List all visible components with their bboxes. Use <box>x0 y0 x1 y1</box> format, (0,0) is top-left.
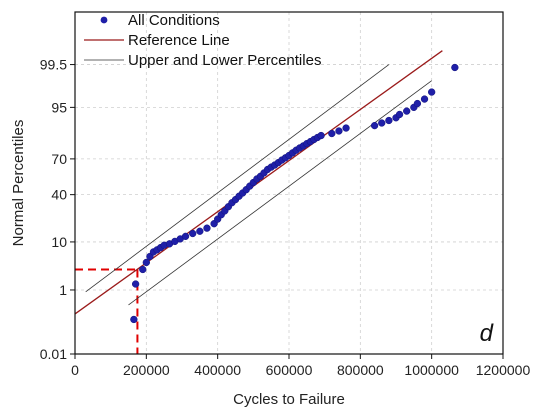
y-tick-label: 0.01 <box>40 346 67 362</box>
y-tick-label: 1 <box>59 282 67 298</box>
data-point <box>317 131 325 140</box>
x-axis-ticks: 0 200000 400000 600000 800000 1000000 1200000 <box>71 354 530 378</box>
x-tick-label: 400000 <box>194 362 241 378</box>
y-tick-label: 70 <box>51 151 67 167</box>
legend-marker-all-conditions <box>100 16 108 24</box>
y-axis-label: Normal Percentiles <box>10 120 27 247</box>
data-point <box>451 63 459 72</box>
data-point <box>131 280 140 288</box>
reference-line <box>74 50 443 315</box>
grid-lines <box>74 12 504 355</box>
legend-label: Reference Line <box>128 32 230 49</box>
upper-percentile-line <box>85 64 390 293</box>
y-tick-label: 99.5 <box>40 57 67 73</box>
x-tick-label: 800000 <box>337 362 384 378</box>
y-tick-label: 40 <box>51 187 67 203</box>
data-point <box>130 315 138 324</box>
data-point <box>378 119 386 127</box>
data-point <box>139 265 147 274</box>
data-point <box>181 232 190 240</box>
data-point <box>428 88 436 96</box>
data-point <box>328 129 336 138</box>
x-axis-label: Cycles to Failure <box>233 391 345 408</box>
fit-lines <box>74 50 443 315</box>
x-tick-label: 1000000 <box>404 362 459 378</box>
y-axis-ticks: 0.01 1 10 40 70 95 99.5 <box>40 57 75 362</box>
panel-letter: d <box>480 320 494 347</box>
y-tick-label: 95 <box>51 99 67 115</box>
data-point <box>420 95 429 103</box>
data-point <box>413 99 422 108</box>
data-point <box>335 127 343 135</box>
lower-percentile-line <box>128 80 432 306</box>
x-tick-label: 200000 <box>123 362 170 378</box>
data-point <box>203 224 211 232</box>
data-point <box>342 124 350 132</box>
legend: All Conditions Reference Line Upper and Lo… <box>84 12 321 69</box>
data-point <box>189 229 197 238</box>
data-point <box>395 110 404 119</box>
x-tick-label: 600000 <box>266 362 313 378</box>
data-point <box>370 121 379 130</box>
legend-label: Upper and Lower Percentiles <box>128 52 321 69</box>
data-point <box>142 258 150 267</box>
x-tick-label: 0 <box>71 362 79 378</box>
data-point <box>196 227 204 235</box>
data-point <box>403 107 411 115</box>
data-point <box>385 116 393 125</box>
data-points <box>130 63 459 324</box>
x-tick-label: 1200000 <box>476 362 531 378</box>
y-tick-label: 10 <box>51 234 67 250</box>
legend-label: All Conditions <box>128 12 220 29</box>
highlight-guides <box>75 268 139 354</box>
